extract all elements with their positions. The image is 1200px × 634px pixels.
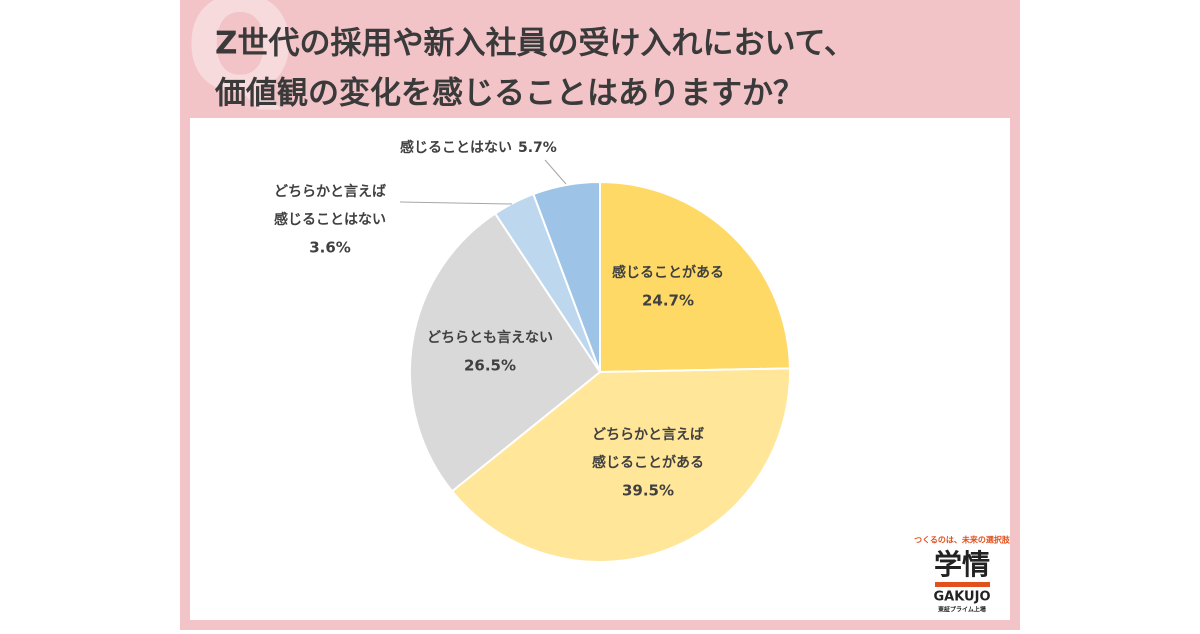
q-mark: Q xyxy=(185,0,296,122)
slice-label: どちらとも言えない xyxy=(427,329,553,346)
slice-label: 感じることはない xyxy=(400,139,512,156)
chart-title: 価値観の変化を感じることはありますか？ xyxy=(214,76,804,112)
logo: つくるのは、未来の選択肢 学情 GAKUJO 東証プライム上場 xyxy=(914,535,1011,614)
slice-label: どちらかと言えば xyxy=(592,426,704,443)
logo-bar xyxy=(935,582,990,587)
slice-label: 感じることがある xyxy=(612,264,724,281)
logo-tagline: つくるのは、未来の選択肢 xyxy=(914,535,1011,545)
logo-name: 学情 xyxy=(934,548,990,581)
slice-label: どちらかと言えば xyxy=(274,183,386,200)
value-label: 3.6% xyxy=(309,239,351,257)
pie-slice xyxy=(599,180,791,374)
pie-slice xyxy=(532,180,601,373)
slice-label: 感じることはない xyxy=(274,211,386,228)
value-label: 24.7% xyxy=(642,292,694,310)
logo-roman: GAKUJO xyxy=(933,590,990,605)
leader-line xyxy=(544,159,567,185)
value-label: 26.5% xyxy=(464,357,516,375)
logo-note: 東証プライム上場 xyxy=(938,606,986,614)
value-label: 39.5% xyxy=(622,482,674,500)
slice-label: 感じることがある xyxy=(592,454,704,471)
pie-slice xyxy=(450,367,791,563)
leader-line xyxy=(399,201,513,205)
pie-slice xyxy=(409,212,602,493)
value-label: 5.7% xyxy=(518,140,557,156)
chart-title: Z世代の採用や新入社員の受け入れにおいて、 xyxy=(215,26,855,62)
